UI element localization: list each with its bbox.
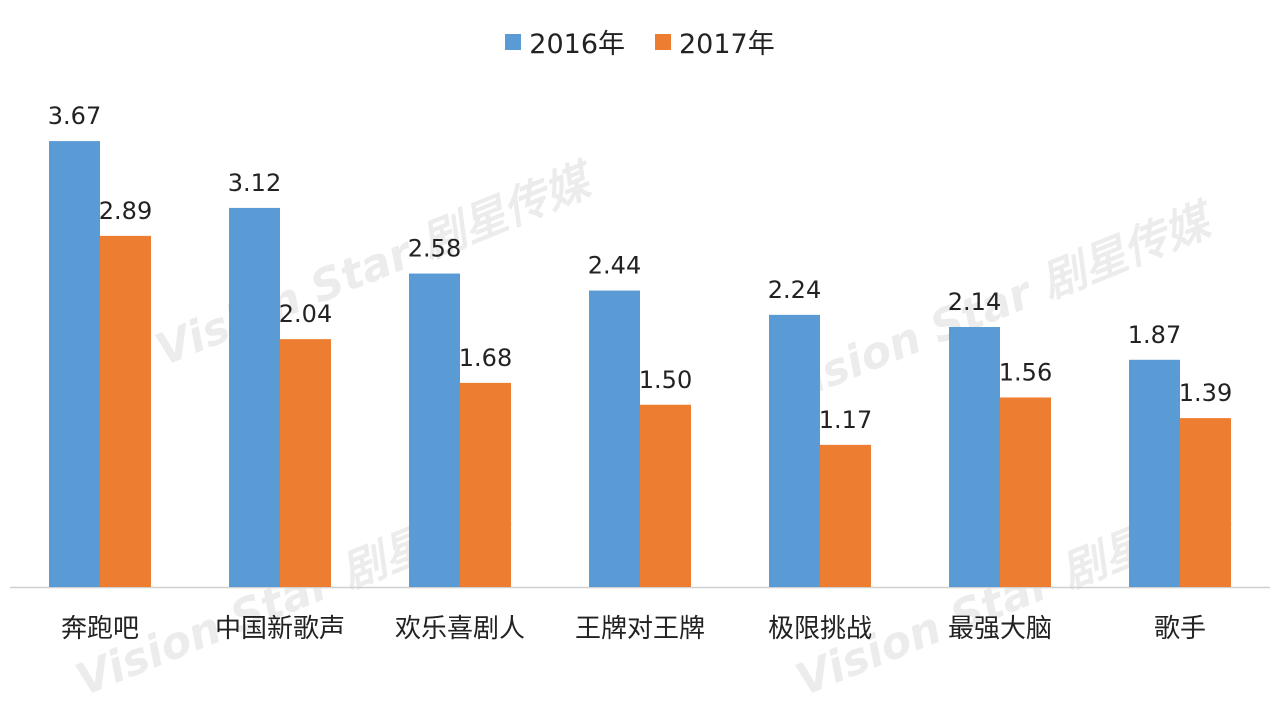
bar-2017-6 <box>1180 418 1231 587</box>
bar-2017-0 <box>100 235 151 588</box>
data-label-2017-0: 2.89 <box>99 197 152 225</box>
data-label-2016-5: 2.14 <box>948 288 1001 316</box>
data-label-2016-3: 2.44 <box>588 252 641 280</box>
data-label-2017-6: 1.39 <box>1179 379 1232 407</box>
legend-label-2017: 2017年 <box>679 29 775 60</box>
data-label-2016-0: 3.67 <box>48 102 101 130</box>
plot-area: 3.67 2.89 奔跑吧 3.12 2.04 中国新歌声 2.58 1.68 欢乐喜剧人 2.4… <box>10 102 1270 644</box>
data-label-2016-2: 2.58 <box>408 235 461 263</box>
x-tick-label-6: 歌手 <box>1154 614 1206 644</box>
data-label-2017-4: 1.17 <box>819 406 872 434</box>
data-label-2016-4: 2.24 <box>768 276 821 304</box>
legend-item-2016: 2016年 <box>505 22 625 61</box>
legend-item-2017: 2017年 <box>655 22 775 61</box>
legend-swatch-2016 <box>505 33 522 50</box>
x-tick-label-2: 欢乐喜剧人 <box>395 614 525 644</box>
chart: Vision Star 剧星传媒 Vision Star 剧星传媒 Vision… <box>0 22 1280 706</box>
legend-swatch-2017 <box>655 33 671 50</box>
x-tick-label-3: 王牌对王牌 <box>575 614 705 644</box>
bar-2016-3 <box>589 290 640 587</box>
data-label-2016-6: 1.87 <box>1128 321 1181 349</box>
bar-2017-1 <box>280 339 331 587</box>
bar-2016-6 <box>1129 359 1180 587</box>
data-label-2017-1: 2.04 <box>279 300 332 328</box>
x-tick-label-0: 奔跑吧 <box>61 614 139 644</box>
bar-2016-0 <box>49 141 100 587</box>
bar-2017-4 <box>820 444 871 587</box>
chart-legend: 2016年 2017年 <box>0 22 1280 61</box>
bar-2016-2 <box>409 273 460 587</box>
x-tick-label-1: 中国新歌声 <box>215 614 345 644</box>
x-tick-label-5: 最强大脑 <box>948 614 1052 644</box>
bar-2017-3 <box>640 404 691 587</box>
data-label-2017-5: 1.56 <box>999 358 1052 386</box>
bar-2016-4 <box>769 314 820 587</box>
data-label-2017-2: 1.68 <box>459 344 512 372</box>
bar-2016-1 <box>229 207 280 588</box>
data-label-2017-3: 1.50 <box>639 366 692 394</box>
bar-2017-2 <box>460 382 511 587</box>
bar-2016-5 <box>949 326 1000 587</box>
bar-2017-5 <box>1000 397 1051 587</box>
legend-label-2016: 2016年 <box>529 29 625 60</box>
x-tick-label-4: 极限挑战 <box>768 614 872 644</box>
data-label-2016-1: 3.12 <box>228 169 281 197</box>
